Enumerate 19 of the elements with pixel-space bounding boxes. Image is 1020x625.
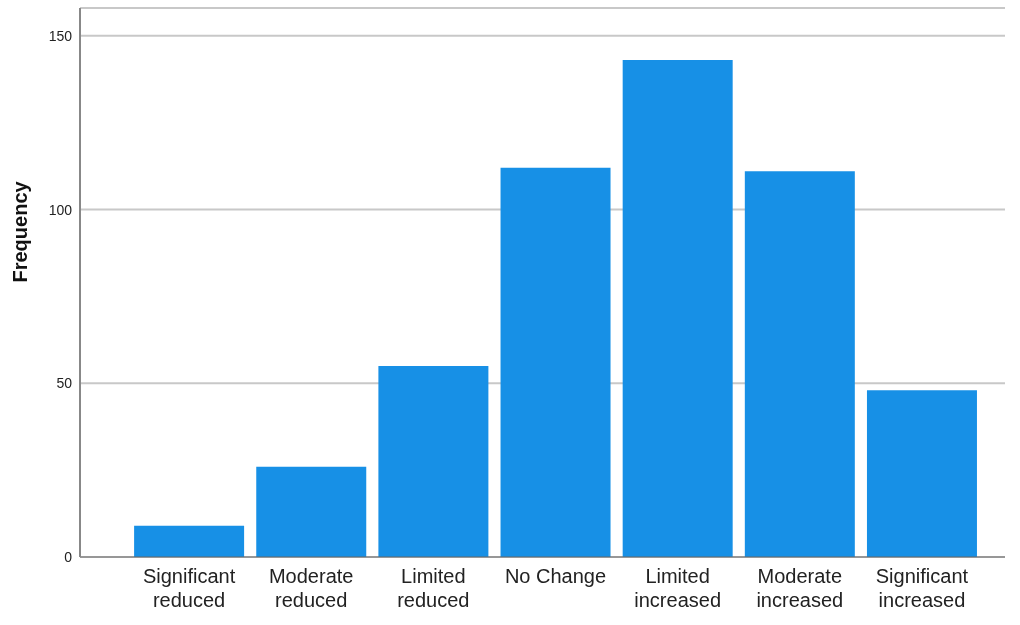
y-axis-title: Frequency [9, 180, 32, 283]
bar [256, 466, 367, 557]
x-tick-label: Significant reduced [142, 565, 236, 611]
y-tick-label: 50 [56, 375, 73, 392]
y-tick-label: 100 [48, 201, 73, 218]
x-tick-label: Limited increased [634, 565, 721, 611]
bar [134, 525, 245, 557]
x-tick-label: No Change [504, 565, 607, 587]
bar [622, 60, 733, 557]
x-tick-label: Significant increased [875, 565, 969, 611]
bar [744, 171, 855, 557]
y-tick-label: 0 [64, 548, 73, 565]
x-tick-label: Moderate increased [756, 565, 844, 611]
x-tick-label: Limited reduced [397, 565, 470, 611]
bar [866, 390, 977, 557]
x-tick-label: Moderate reduced [268, 565, 354, 611]
y-tick-label: 150 [48, 27, 73, 44]
bar [378, 365, 489, 557]
bar [500, 167, 611, 557]
